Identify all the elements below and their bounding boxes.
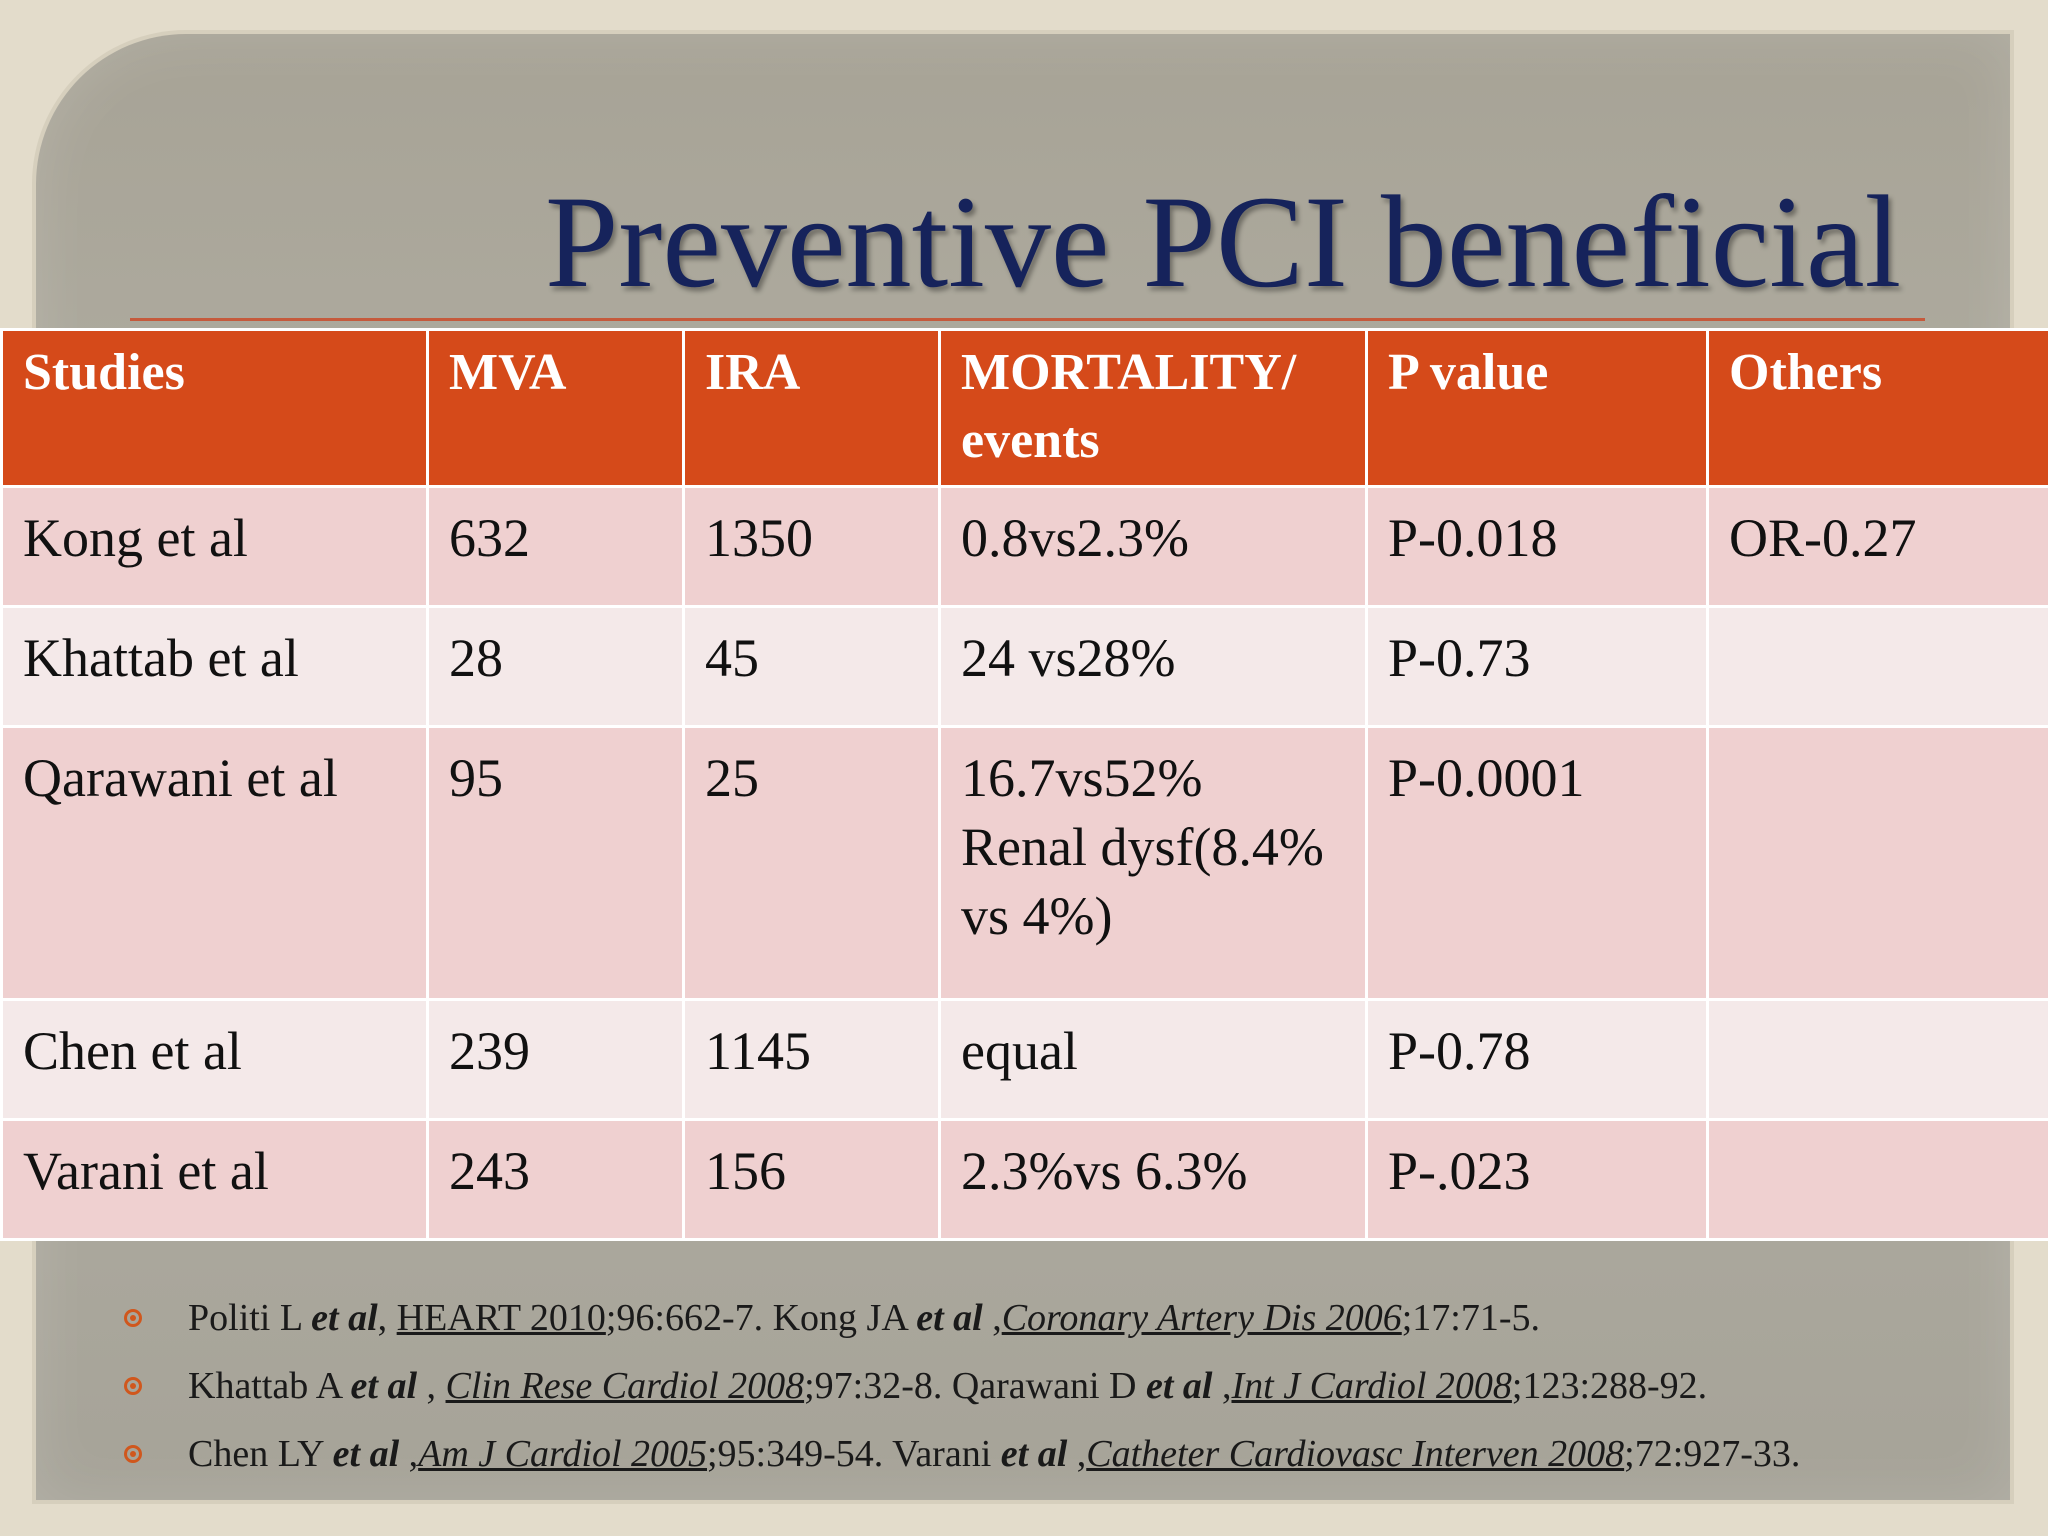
cell-ira: 25: [682, 725, 941, 1001]
slide-title: Preventive PCI beneficial: [545, 168, 1902, 315]
table-row: Khattab et al 28 45 24 vs28% P-0.73: [0, 605, 2048, 728]
studies-table: Studies MVA IRA MORTALITY/ events P valu…: [0, 328, 2048, 1241]
ref-sep: ,: [1067, 1433, 1087, 1475]
cell-mortality: equal: [938, 998, 1368, 1121]
cell-study: Qarawani et al: [0, 725, 429, 1001]
header-ira: IRA: [682, 328, 941, 488]
mortality-line: equal: [961, 1021, 1078, 1081]
ref-sep: ,: [399, 1433, 419, 1475]
ref-sep: ,: [982, 1297, 1002, 1339]
cell-others: [1706, 725, 2048, 1001]
cell-mortality: 16.7vs52% Renal dysf(8.4% vs 4%): [938, 725, 1368, 1001]
cell-others: [1706, 998, 2048, 1121]
cell-mva: 243: [426, 1118, 685, 1241]
ref-journal: Am J Cardiol 2005: [418, 1433, 707, 1475]
ref-sep: ,: [377, 1297, 397, 1339]
cell-others: [1706, 1118, 2048, 1241]
table-row: Varani et al 243 156 2.3%vs 6.3% P-.023: [0, 1118, 2048, 1241]
bullet-icon: [124, 1377, 142, 1395]
ref-sep: ,: [417, 1365, 446, 1407]
cell-p-value: P-.023: [1365, 1118, 1709, 1241]
cell-p-value: P-0.018: [1365, 485, 1709, 608]
cell-ira: 45: [682, 605, 941, 728]
cell-p-value: P-0.73: [1365, 605, 1709, 728]
cell-mva: 632: [426, 485, 685, 608]
references-list: Politi L et al, HEART 2010;96:662-7. Kon…: [120, 1295, 2000, 1499]
cell-mva: 95: [426, 725, 685, 1001]
ref-journal: Coronary Artery Dis 2006: [1001, 1297, 1402, 1339]
ref-journal: Clin Rese Cardiol 2008: [445, 1365, 805, 1407]
ref-etal: et al: [350, 1365, 418, 1407]
mortality-line: Renal dysf(8.4%: [961, 817, 1324, 877]
title-divider: [130, 318, 1925, 321]
ref-citation: ;96:662-7. Kong JA: [605, 1297, 917, 1339]
cell-ira: 156: [682, 1118, 941, 1241]
ref-author: Chen LY: [188, 1433, 333, 1475]
ref-etal: et al: [1146, 1365, 1213, 1407]
header-studies: Studies: [0, 328, 429, 488]
cell-study: Varani et al: [0, 1118, 429, 1241]
ref-journal: Int J Cardiol 2008: [1231, 1365, 1512, 1407]
reference-item: Chen LY et al ,Am J Cardiol 2005;95:349-…: [120, 1431, 2000, 1499]
ref-citation: ;123:288-92.: [1511, 1365, 1708, 1407]
ref-journal: HEART 2010: [396, 1297, 606, 1339]
mortality-line: vs 4%): [961, 886, 1113, 946]
ref-citation: ;95:349-54. Varani: [707, 1433, 1001, 1475]
table-row: Kong et al 632 1350 0.8vs2.3% P-0.018 OR…: [0, 485, 2048, 608]
header-mortality: MORTALITY/ events: [938, 328, 1368, 488]
ref-citation: ;17:71-5.: [1401, 1297, 1541, 1339]
reference-item: Politi L et al, HEART 2010;96:662-7. Kon…: [120, 1295, 2000, 1363]
ref-citation: ;72:927-33.: [1624, 1433, 1801, 1475]
cell-study: Chen et al: [0, 998, 429, 1121]
ref-author: Politi L: [188, 1297, 312, 1339]
cell-study: Khattab et al: [0, 605, 429, 728]
cell-mortality: 0.8vs2.3%: [938, 485, 1368, 608]
table-row: Chen et al 239 1145 equal P-0.78: [0, 998, 2048, 1121]
cell-others: [1706, 605, 2048, 728]
ref-journal: Catheter Cardiovasc Interven 2008: [1086, 1433, 1625, 1475]
cell-p-value: P-0.78: [1365, 998, 1709, 1121]
header-others: Others: [1706, 328, 2048, 488]
cell-study: Kong et al: [0, 485, 429, 608]
ref-etal: et al: [1000, 1433, 1068, 1475]
mortality-line: 16.7vs52%: [961, 748, 1203, 808]
cell-ira: 1350: [682, 485, 941, 608]
table-header-row: Studies MVA IRA MORTALITY/ events P valu…: [0, 328, 2048, 488]
cell-ira: 1145: [682, 998, 941, 1121]
cell-mva: 28: [426, 605, 685, 728]
ref-sep: ,: [1212, 1365, 1232, 1407]
header-mva: MVA: [426, 328, 685, 488]
cell-mva: 239: [426, 998, 685, 1121]
ref-citation: ;97:32-8. Qarawani D: [804, 1365, 1146, 1407]
ref-etal: et al: [332, 1433, 400, 1475]
bullet-icon: [124, 1445, 142, 1463]
ref-etal: et al: [916, 1297, 983, 1339]
cell-p-value: P-0.0001: [1365, 725, 1709, 1001]
cell-mortality: 24 vs28%: [938, 605, 1368, 728]
mortality-line: 24 vs28%: [961, 628, 1176, 688]
table-row: Qarawani et al 95 25 16.7vs52% Renal dys…: [0, 725, 2048, 1001]
mortality-line: 0.8vs2.3%: [961, 508, 1189, 568]
cell-others: OR-0.27: [1706, 485, 2048, 608]
reference-item: Khattab A et al , Clin Rese Cardiol 2008…: [120, 1363, 2000, 1431]
ref-author: Khattab A: [188, 1365, 351, 1407]
bullet-icon: [124, 1309, 142, 1327]
cell-mortality: 2.3%vs 6.3%: [938, 1118, 1368, 1241]
mortality-line: 2.3%vs 6.3%: [961, 1141, 1248, 1201]
ref-etal: et al: [311, 1297, 378, 1339]
header-p-value: P value: [1365, 328, 1709, 488]
